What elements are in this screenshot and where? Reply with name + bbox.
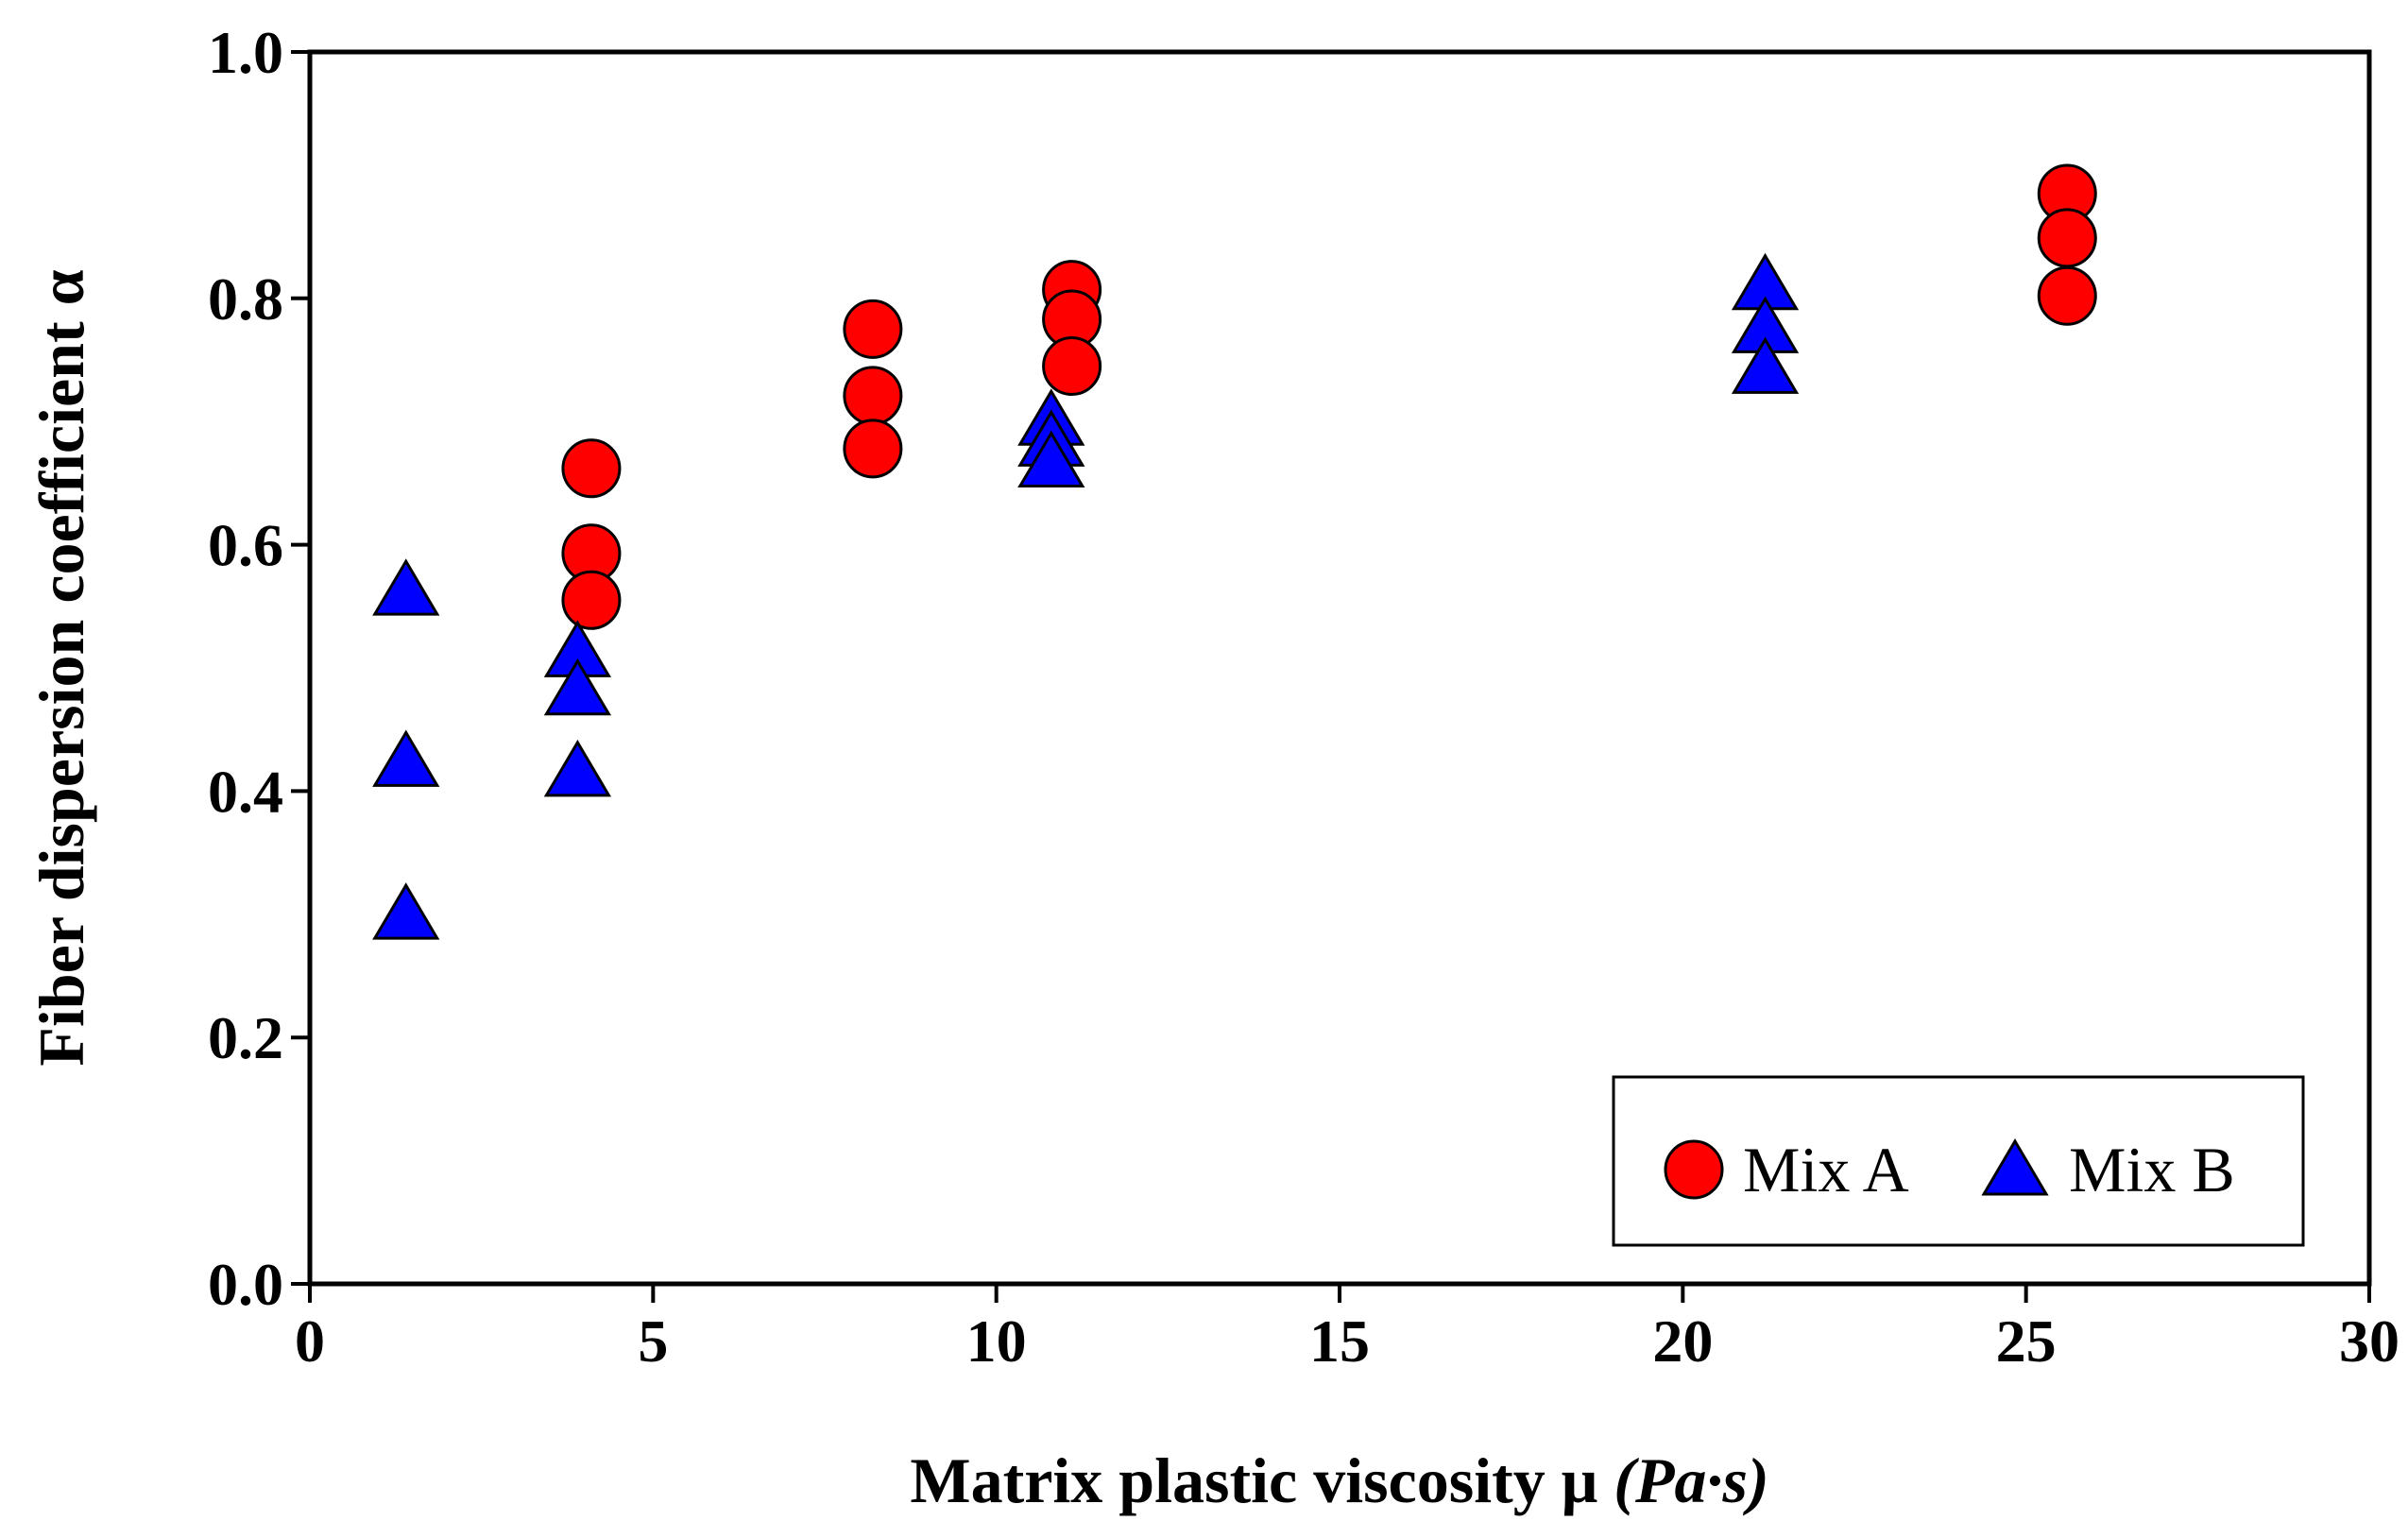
x-tick-label: 20 [1652,1307,1713,1375]
legend-circle-marker [1664,1139,1724,1200]
mix-a-point [1042,336,1102,397]
x-axis-title-main: Matrix plastic viscosity μ [910,1444,1614,1516]
mix-b-point [372,882,440,940]
data-markers [372,163,2097,940]
x-axis-title: Matrix plastic viscosity μ (Pa·s) [910,1444,1768,1516]
mix-a-point [561,438,622,499]
mix-b-point [543,739,612,797]
mix-a-point [843,299,903,359]
y-tick-label: 0.6 [208,512,283,579]
x-tick-label: 10 [966,1307,1027,1375]
mix-a-point [843,366,903,426]
mix-a-point [2037,265,2097,326]
mix-a-point [843,419,903,479]
mix-b-point [1731,336,1800,394]
legend-triangle-marker [1981,1138,2049,1196]
mix-b-point [372,558,440,616]
y-tick-label: 1.0 [208,19,283,86]
x-tick-label: 5 [638,1307,668,1375]
legend: Mix A Mix B [1612,1075,2305,1247]
axis-ticks [291,50,2371,1303]
legend-box [1612,1075,2305,1247]
y-tick-label: 0.0 [208,1251,283,1318]
x-tick-label: 15 [1309,1307,1370,1375]
x-axis-title-units: (Pa·s) [1614,1444,1768,1516]
legend-label-mix-b: Mix B [2069,1134,2235,1205]
x-tick-labels: 0 5 10 15 20 25 30 [295,1307,2399,1375]
mix-b-point [372,729,440,787]
mix-a-point [561,570,622,630]
legend-label-mix-a: Mix A [1743,1134,1909,1205]
y-tick-label: 0.2 [208,1004,283,1071]
plot-area-frame [307,49,2372,1287]
y-tick-labels: 0.0 0.2 0.4 0.6 0.8 1.0 [208,19,283,1318]
y-tick-label: 0.8 [208,265,283,333]
x-tick-label: 25 [1996,1307,2057,1375]
x-tick-label: 0 [295,1307,325,1375]
y-axis-title: Fiber dispersion coefficient α [26,269,97,1066]
mix-a-point [2037,208,2097,268]
x-tick-label: 30 [2339,1307,2399,1375]
mix-b-point [543,658,612,716]
mix-b-point [1017,430,1085,488]
y-tick-label: 0.4 [208,758,283,825]
